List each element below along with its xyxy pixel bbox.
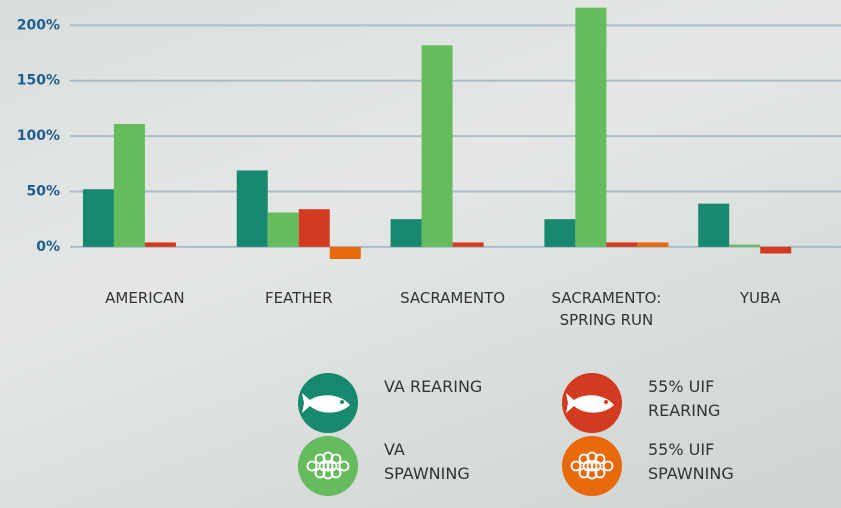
bar — [421, 45, 453, 247]
bar — [236, 170, 268, 247]
y-tick-label: 100% — [17, 128, 60, 144]
egg-icon — [586, 460, 598, 472]
bar — [698, 203, 730, 247]
x-tick-label: AMERICAN — [105, 289, 185, 307]
egg-icon — [590, 460, 602, 472]
bar — [329, 246, 361, 260]
egg-icon — [570, 460, 582, 472]
egg-icon — [322, 460, 334, 472]
bar — [144, 242, 176, 247]
y-tick-label: 50% — [26, 183, 60, 199]
egg-icon — [338, 460, 350, 472]
bar — [575, 7, 607, 247]
legend-icon — [562, 373, 622, 433]
legend-icon — [562, 436, 622, 496]
legend-label: VA REARING — [384, 377, 483, 396]
y-tick-label: 0% — [36, 239, 60, 255]
y-tick-label: 200% — [17, 17, 60, 33]
x-tick-label: YUBA — [739, 289, 781, 307]
bar — [113, 123, 145, 247]
legend-label: VA SPAWNING — [384, 440, 470, 483]
egg-icon — [306, 460, 318, 472]
egg-icon — [318, 460, 330, 472]
bar — [390, 219, 422, 247]
y-tick-label: 150% — [17, 73, 60, 89]
bar — [760, 246, 792, 254]
fish-eye — [340, 400, 344, 404]
egg-icon — [326, 460, 338, 472]
bar — [452, 242, 484, 247]
bar — [298, 209, 330, 247]
legend-icon — [298, 373, 358, 433]
egg-icon — [582, 460, 594, 472]
fish-eye — [604, 400, 608, 404]
egg-icon — [602, 460, 614, 472]
bar — [544, 219, 576, 247]
bar — [82, 189, 114, 247]
bar — [606, 242, 638, 247]
x-tick-label: SACRAMENTO — [400, 289, 506, 307]
bar — [637, 242, 669, 247]
fish-icon — [302, 393, 350, 413]
x-tick-label: SACRAMENTO: SPRING RUN — [551, 289, 662, 329]
legend-label: 55% UIF REARING — [648, 377, 721, 420]
bar — [729, 244, 761, 247]
legend-icon — [298, 436, 358, 496]
x-tick-label: FEATHER — [264, 289, 333, 307]
legend-label: 55% UIF SPAWNING — [648, 440, 734, 483]
bar — [267, 212, 299, 247]
fish-icon — [566, 393, 614, 413]
